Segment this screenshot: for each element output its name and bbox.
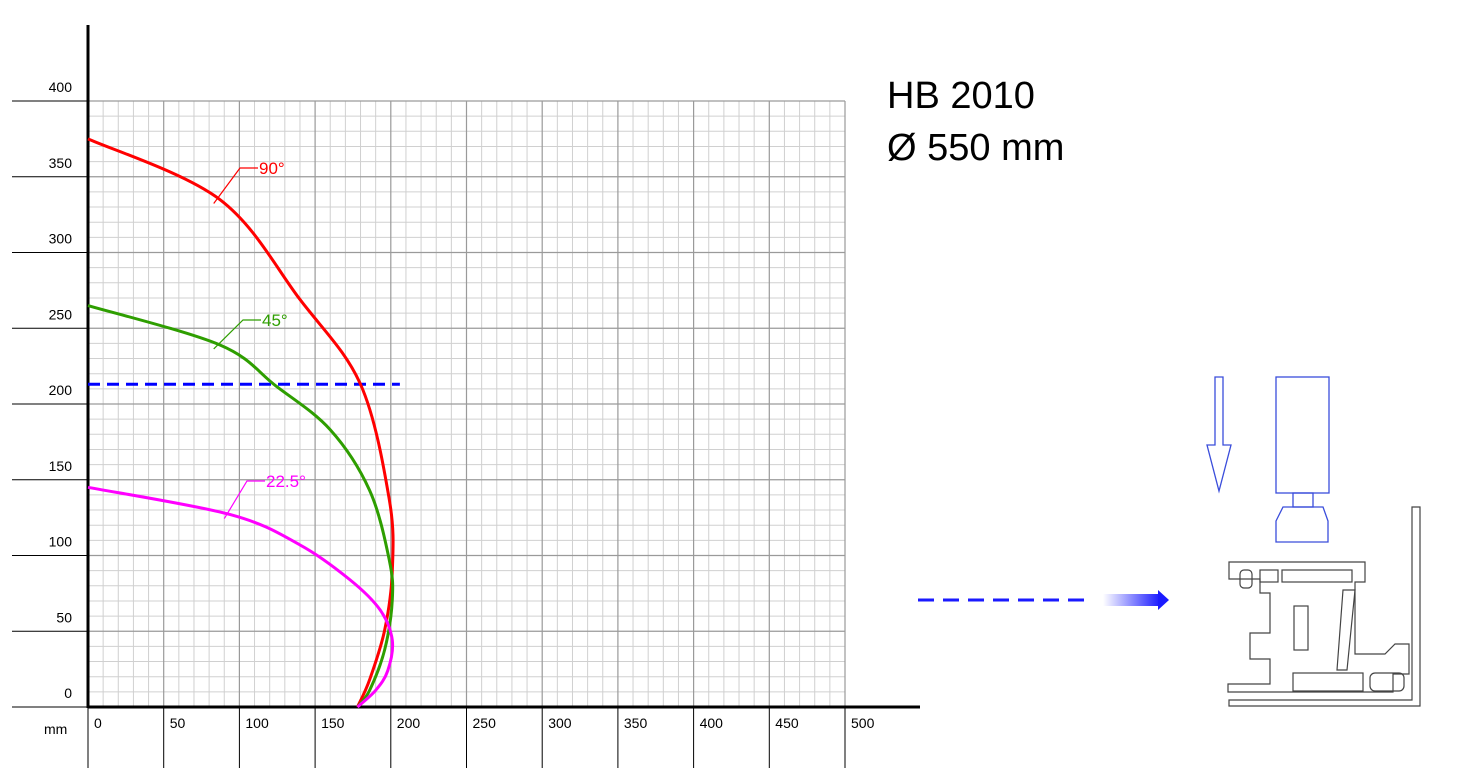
- chart-subtitle: Ø 550 mm: [887, 127, 1064, 169]
- x-tick-label: 200: [397, 715, 421, 731]
- y-tick-label: 400: [49, 79, 73, 95]
- arrow-shaft: [1103, 594, 1160, 606]
- series-line: [87, 137, 395, 708]
- y-tick-label: 50: [56, 609, 72, 625]
- grid: [87, 100, 846, 708]
- press-body: [1275, 376, 1330, 494]
- x-tick-label: 50: [170, 715, 186, 731]
- axes: 0 50 100 150 200 250 300 350 400 450 500 0 50 100 150 2…: [12, 25, 920, 768]
- x-unit-label: mm: [44, 721, 67, 737]
- y-tick-label: 150: [49, 458, 73, 474]
- chart-title: HB 2010: [887, 75, 1035, 117]
- y-tick-label: 0: [64, 685, 72, 701]
- series-line: [87, 304, 395, 708]
- x-tick-label: 100: [245, 715, 269, 731]
- x-tick-label: 300: [548, 715, 572, 731]
- x-tick-label: 0: [94, 715, 102, 731]
- x-tick-label: 400: [700, 715, 724, 731]
- y-tick-label: 250: [49, 306, 73, 322]
- label-leader: [213, 319, 261, 350]
- x-tick-label: 250: [473, 715, 497, 731]
- press-pad: [1275, 506, 1329, 543]
- down-arrow: [1206, 376, 1232, 494]
- profile: [1227, 506, 1421, 707]
- y-tick-label: 100: [49, 534, 73, 550]
- arrow-head: [1158, 590, 1169, 610]
- x-tick-label: 450: [775, 715, 799, 731]
- series-label: 45°: [262, 311, 288, 330]
- label-leader: [213, 167, 258, 204]
- label-leader: [223, 480, 265, 519]
- series-label: 90°: [259, 159, 285, 178]
- y-tick-label: 350: [49, 155, 73, 171]
- y-tick-label: 300: [49, 231, 73, 247]
- series-line: [87, 485, 395, 709]
- plot: 90° 45° 22.5°: [87, 137, 400, 709]
- series-label: 22.5°: [266, 472, 306, 491]
- x-tick-label: 350: [624, 715, 648, 731]
- press-neck: [1292, 492, 1314, 508]
- illustration: [918, 376, 1421, 707]
- x-tick-label: 500: [851, 715, 875, 731]
- y-tick-label: 200: [49, 382, 73, 398]
- x-tick-label: 150: [321, 715, 345, 731]
